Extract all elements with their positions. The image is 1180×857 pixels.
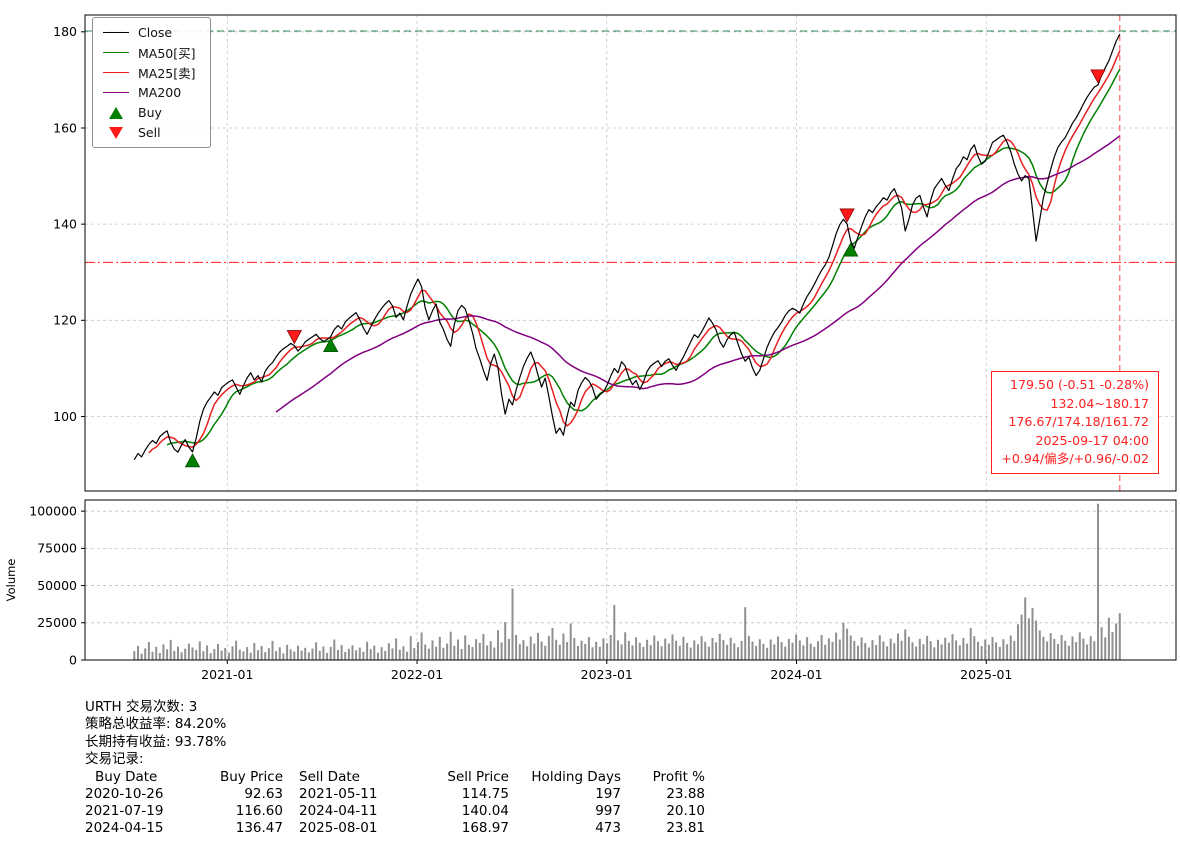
volume-ytick-label: 50000 — [37, 578, 77, 593]
annotation-line: 132.04~180.17 — [1050, 395, 1149, 411]
sell-triangle-down-icon — [102, 126, 129, 139]
swatch-shape — [108, 126, 123, 139]
table-cell: 2021-05-11 — [299, 785, 378, 802]
swatch-shape — [102, 32, 129, 33]
table-cell: 140.04 — [461, 803, 509, 820]
annotation-line: 2025-09-17 04:00 — [1035, 432, 1150, 448]
table-row: 2021-07-19 116.60 2024-04-11 140.04 997 20.10 — [85, 803, 705, 820]
table-row: 2024-04-15 136.47 2025-08-01 168.97 473 23.81 — [85, 820, 705, 837]
main-ytick-label: 100 — [53, 409, 77, 424]
trade-log-label: 交易记录: — [85, 751, 144, 768]
table-cell: 997 — [595, 803, 621, 820]
quote-annotation: 179.50 (-0.51 -0.28%) 132.04~180.17 176.67… — [991, 371, 1159, 474]
table-row: 2020-10-26 92.63 2021-05-11 114.75 197 23.88 — [85, 786, 705, 803]
ma25-line-swatch-icon — [102, 72, 129, 73]
sell-marker — [1090, 69, 1106, 84]
legend-item-close: Close — [102, 25, 196, 40]
ma-line-MA50[买] — [166, 68, 1121, 446]
swatch-shape — [102, 52, 129, 53]
legend: Close MA50[买] MA25[卖] MA200 Buy Sell — [92, 17, 211, 148]
close-line-swatch-icon — [102, 32, 129, 33]
volume-ylabel: Volume — [4, 559, 18, 602]
table-header-cell: Sell Date — [299, 768, 360, 785]
volume-ytick-label: 25000 — [37, 615, 77, 630]
trade-count-line: URTH 交易次数: 3 — [85, 699, 198, 715]
table-header-cell: Profit % — [652, 768, 705, 785]
volume-ytick-label: 100000 — [29, 503, 77, 518]
legend-item-ma200: MA200 — [102, 85, 196, 100]
table-header-cell: Buy Date — [95, 768, 158, 785]
table-cell: 23.88 — [666, 785, 705, 802]
main-axes-frame — [84, 14, 1177, 492]
table-cell: 114.75 — [461, 785, 509, 802]
ma-line-MA25[卖] — [148, 50, 1121, 454]
annotation-line: +0.94/偏多/+0.96/-0.02 — [1001, 451, 1149, 467]
swatch-shape — [102, 72, 129, 73]
table-cell: 20.10 — [666, 803, 705, 820]
close-line — [133, 33, 1121, 461]
annotation-line: 179.50 (-0.51 -0.28%) — [1009, 377, 1149, 392]
ma50-line-swatch-icon — [102, 52, 129, 53]
legend-item-sell: Sell — [102, 125, 196, 140]
strategy-stats: URTH 交易次数: 3 策略总收益率: 84.20% 长期持有收益: 93.7… — [85, 699, 705, 837]
hold-return-line: 长期持有收益: 93.78% — [85, 733, 227, 750]
buy-marker — [843, 242, 859, 257]
legend-item-ma50: MA50[买] — [102, 45, 196, 61]
volume-ytick-label: 0 — [69, 652, 77, 667]
table-cell: 92.63 — [244, 785, 283, 802]
table-cell: 2021-07-19 — [85, 803, 164, 820]
table-header-cell: Buy Price — [219, 768, 283, 785]
buy-triangle-up-icon — [102, 106, 129, 119]
main-ytick-label: 140 — [53, 216, 77, 231]
table-cell: 197 — [595, 785, 621, 802]
main-ytick-label: 120 — [53, 313, 77, 328]
legend-item-ma25: MA25[卖] — [102, 65, 196, 81]
legend-label: Close — [138, 25, 173, 40]
legend-item-buy: Buy — [102, 105, 196, 120]
sell-marker — [286, 330, 303, 345]
table-cell: 168.97 — [461, 820, 509, 837]
legend-label: MA200 — [138, 85, 182, 100]
buy-marker — [323, 337, 339, 353]
table-cell: 116.60 — [235, 803, 283, 820]
ma200-line-swatch-icon — [102, 92, 129, 93]
table-header-cell: Holding Days — [531, 768, 621, 785]
table-cell: 473 — [595, 820, 621, 837]
legend-label: Buy — [138, 105, 162, 120]
legend-label: MA50[买] — [138, 46, 196, 61]
legend-label: Sell — [138, 125, 161, 140]
table-header-cell: Sell Price — [447, 768, 509, 785]
ma-line-MA200 — [275, 135, 1121, 413]
xtick-label: 2025-01 — [960, 667, 1012, 682]
main-ytick-label: 160 — [53, 120, 77, 135]
swatch-shape — [102, 92, 129, 93]
volume-ytick-label: 75000 — [37, 541, 77, 556]
table-cell: 23.81 — [666, 820, 705, 837]
swatch-shape — [108, 106, 123, 119]
strategy-return-line: 策略总收益率: 84.20% — [85, 716, 227, 733]
trade-table-header: Buy Date Buy Price Sell Date Sell Price Hold… — [85, 769, 705, 786]
trade-table: Buy Date Buy Price Sell Date Sell Price Hold… — [85, 769, 705, 838]
xtick-label: 2024-01 — [770, 667, 822, 682]
sell-marker — [839, 208, 855, 223]
table-cell: 136.47 — [235, 820, 283, 837]
table-cell: 2024-04-11 — [299, 803, 378, 820]
volume-axes-frame — [84, 499, 1177, 661]
price-volume-chart: 100 120 140 160 180 0 25000 50000 75000 100000 202… — [4, 14, 1177, 682]
legend-label: MA25[卖] — [138, 66, 196, 81]
xtick-label: 2021-01 — [201, 667, 253, 682]
table-cell: 2024-04-15 — [85, 820, 164, 837]
main-ytick-label: 180 — [53, 24, 77, 39]
xtick-label: 2023-01 — [581, 667, 633, 682]
xtick-label: 2022-01 — [391, 667, 443, 682]
annotation-line: 176.67/174.18/161.72 — [1008, 414, 1149, 430]
table-cell: 2020-10-26 — [85, 785, 164, 802]
gridlines — [85, 15, 1176, 661]
table-cell: 2025-08-01 — [299, 820, 378, 837]
buy-marker — [184, 453, 201, 468]
volume-bars — [133, 503, 1121, 660]
